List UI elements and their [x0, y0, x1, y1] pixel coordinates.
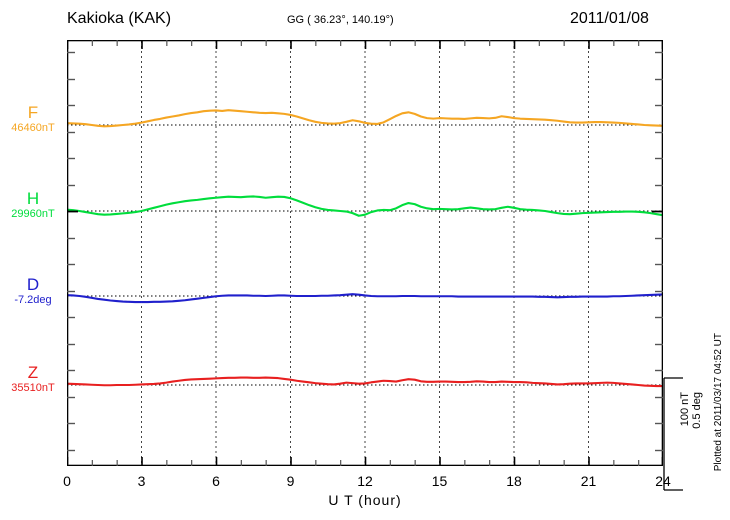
scale-bar-deg-label: 0.5 deg	[691, 392, 703, 429]
curve-H	[67, 195, 663, 217]
x-tick-label: 6	[212, 473, 220, 489]
x-tick-label: 24	[655, 473, 671, 489]
trace-baseline-H: 29960nT	[11, 208, 55, 220]
x-tick-label: 0	[63, 473, 71, 489]
trace-letter-D: D	[26, 275, 40, 294]
trace-label-H: H 29960nT	[0, 190, 66, 221]
x-tick-label: 15	[431, 473, 448, 489]
plotted-at-timestamp: Plotted at 2011/03/17 04:52 UT	[713, 333, 724, 472]
scale-bar-nt-label: 100 nT	[679, 392, 691, 427]
x-tick-label: 9	[286, 473, 295, 489]
trace-label-F: F 46460nT	[0, 104, 66, 135]
geographic-coordinates: GG ( 36.23°, 140.19°)	[287, 14, 394, 26]
curve-F	[67, 109, 663, 128]
curve-Z	[67, 376, 663, 388]
x-tick-label: 3	[137, 473, 146, 489]
x-tick-label: 18	[506, 473, 522, 489]
x-tick-label: 21	[580, 473, 597, 489]
trace-letter-H: H	[26, 189, 40, 208]
x-tick-label: 12	[357, 473, 373, 489]
scale-bar	[663, 377, 683, 491]
trace-baseline-Z: 35510nT	[11, 382, 55, 394]
trace-curves	[67, 109, 663, 388]
x-axis-title: U T (hour)	[0, 492, 730, 508]
plot-area	[67, 40, 663, 466]
x-axis-title-text: U T (hour)	[328, 492, 402, 508]
trace-baseline-F: 46460nT	[11, 122, 55, 134]
page-title: Kakioka (KAK)	[67, 10, 172, 27]
magnetogram-plot	[67, 40, 663, 466]
curve-D	[67, 293, 663, 304]
observation-date: 2011/01/08	[570, 10, 649, 27]
trace-letter-Z: Z	[27, 363, 39, 382]
trace-baseline-D: -7.2deg	[14, 294, 52, 306]
trace-label-D: D -7.2deg	[0, 276, 66, 307]
gridlines	[141, 41, 589, 465]
x-axis-ticks	[67, 40, 663, 466]
trace-letter-F: F	[27, 103, 39, 122]
trace-label-Z: Z 35510nT	[0, 364, 66, 395]
y-axis-ticks	[67, 51, 663, 452]
